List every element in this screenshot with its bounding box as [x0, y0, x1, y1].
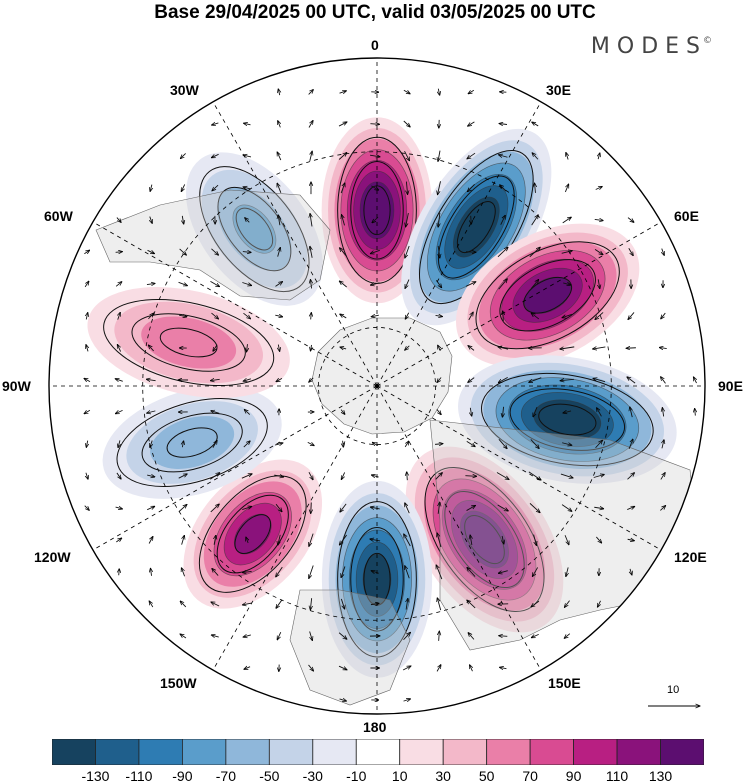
colorbar-tick-label: 70 — [522, 768, 538, 784]
colorbar-tick-label: -90 — [172, 768, 192, 784]
colorbar-swatch-9 — [443, 739, 486, 765]
colorbar-tick-label: -130 — [81, 768, 109, 784]
colorbar-swatch-5 — [269, 739, 312, 765]
lon-label-150e: 150E — [548, 675, 581, 691]
lon-label-120e: 120E — [674, 549, 707, 565]
colorbar-tick-label: 130 — [649, 768, 672, 784]
colorbar-swatch-7 — [356, 739, 399, 765]
lon-label-0: 0 — [371, 37, 379, 53]
colorbar-tick-label: -50 — [259, 768, 279, 784]
lon-label-150w: 150W — [160, 675, 197, 691]
colorbar-tick-label: 110 — [606, 768, 628, 784]
lon-label-30w: 30W — [170, 82, 199, 98]
colorbar-tick-label: 50 — [479, 768, 495, 784]
lon-label-90e: 90E — [718, 378, 743, 394]
colorbar-tick-label: -30 — [303, 768, 323, 784]
colorbar-swatch-8 — [400, 739, 443, 765]
lon-label-30e: 30E — [546, 82, 571, 98]
colorbar-swatch-2 — [139, 739, 182, 765]
lon-label-120w: 120W — [34, 549, 71, 565]
colorbar-swatch-11 — [530, 739, 573, 765]
colorbar-tick-label: 30 — [435, 768, 451, 784]
colorbar-swatch-4 — [226, 739, 269, 765]
colorbar-swatch-10 — [487, 739, 530, 765]
colorbar-swatch-3 — [182, 739, 225, 765]
colorbar-swatch-1 — [95, 739, 138, 765]
colorbar-swatch-14 — [661, 739, 704, 765]
lon-label-60w: 60W — [44, 208, 73, 224]
colorbar-tick-label: -70 — [216, 768, 236, 784]
reference-vector-label: 10 — [667, 684, 679, 696]
lon-label-180: 180 — [363, 719, 386, 735]
colorbar-tick-label: 90 — [566, 768, 582, 784]
colorbar-swatch-12 — [574, 739, 617, 765]
colorbar — [52, 739, 704, 765]
colorbar-tick-label: -10 — [346, 768, 366, 784]
colorbar-tick-label: -110 — [125, 768, 152, 784]
colorbar-swatch-0 — [52, 739, 95, 765]
lon-label-60e: 60E — [674, 208, 699, 224]
lon-label-90w: 90W — [2, 378, 31, 394]
colorbar-tick-label: 10 — [392, 768, 408, 784]
colorbar-swatch-6 — [313, 739, 356, 765]
colorbar-swatch-13 — [617, 739, 660, 765]
